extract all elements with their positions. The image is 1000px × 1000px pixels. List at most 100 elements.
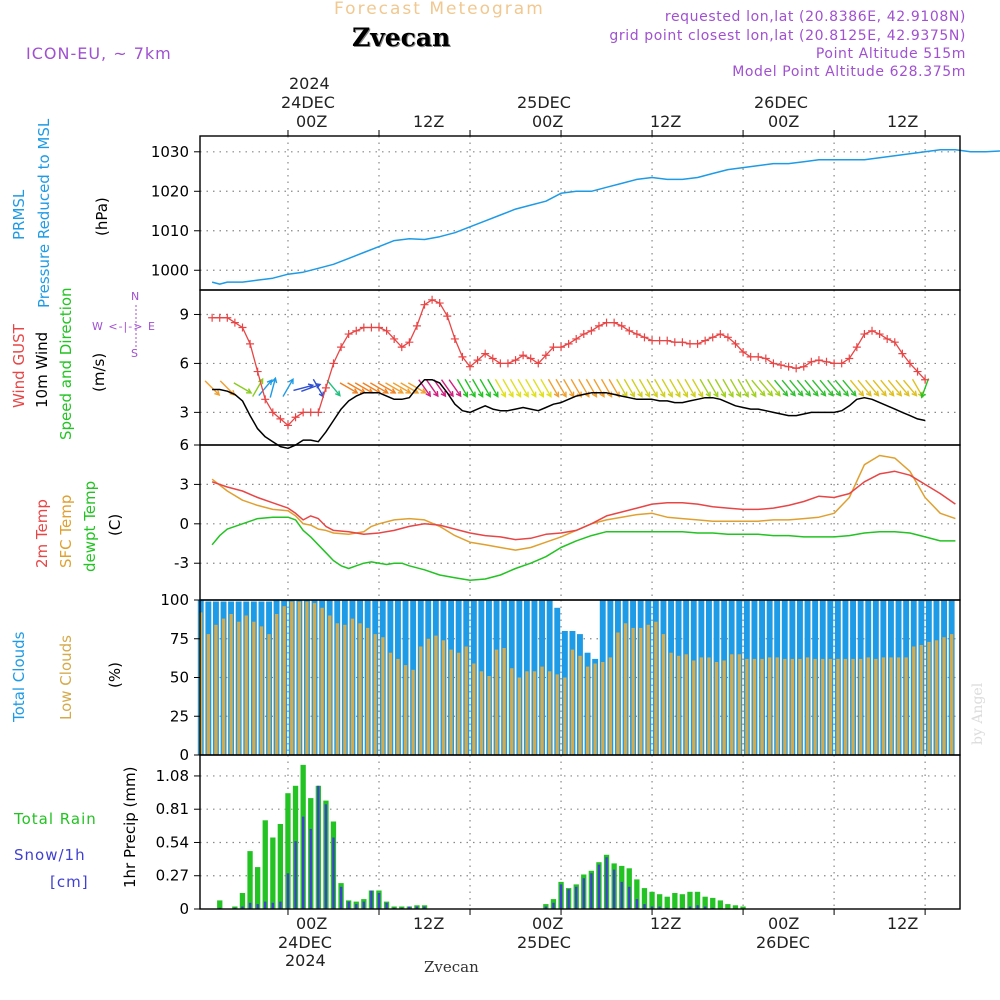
top-date-3: 26DEC: [754, 93, 808, 112]
wind-barb: [547, 378, 560, 397]
wind-barb: [737, 378, 749, 397]
wind-gust-marker: [913, 367, 922, 376]
y-tick-label: 0: [179, 515, 189, 533]
wind-barb: [887, 379, 902, 397]
wind-gust-marker: [519, 351, 528, 360]
wind-barb: [494, 378, 506, 397]
wind-barb-head: [440, 391, 447, 398]
y-tick-label: 3: [179, 475, 189, 493]
rain-bar: [725, 904, 731, 909]
low-clouds-bar: [843, 658, 848, 755]
wind-barb-head: [858, 390, 865, 397]
rain-bar: [679, 894, 685, 909]
wind-gust-marker: [230, 318, 239, 327]
low-clouds-bar: [320, 607, 324, 756]
snow-bar: [302, 816, 305, 909]
top-date-1: 24DEC: [281, 93, 335, 112]
low-clouds-bar: [889, 657, 893, 755]
wind-gust-marker: [359, 323, 368, 332]
snow-bar: [552, 902, 555, 909]
wind-barb: [781, 379, 796, 397]
low-clouds-bar: [290, 601, 294, 755]
wind-barb-head: [697, 391, 704, 398]
wind-barb-head: [455, 391, 462, 398]
low-clouds-bar: [373, 634, 377, 755]
wind-barb: [758, 379, 773, 397]
top-time-6: 12Z: [887, 112, 919, 131]
bottom-year: 2024: [285, 951, 326, 970]
y-tick-label: 1.08: [156, 767, 189, 785]
bottom-date-2: 25DEC: [517, 933, 571, 952]
wind-barb-head: [705, 391, 711, 398]
wind-gust-marker: [837, 359, 846, 368]
wind-barb-head: [873, 390, 880, 397]
wind-gust-marker: [253, 367, 262, 376]
low-clouds-bar: [639, 627, 643, 755]
y-tick-label: 0.54: [156, 833, 189, 851]
low-clouds-bar: [419, 646, 423, 755]
wind-gust-marker: [685, 339, 694, 348]
wind-barb-head: [515, 391, 522, 398]
wind-gust-marker: [435, 299, 444, 308]
low-clouds-bar: [783, 658, 787, 755]
low-clouds-bar: [449, 649, 453, 755]
low-clouds-bar: [813, 658, 817, 755]
low-clouds-bar: [950, 634, 954, 755]
low-clouds-bar: [836, 658, 840, 755]
low-clouds-bar: [714, 662, 719, 755]
label-total-rain: Total Rain: [14, 810, 97, 828]
y-tick-label: 0.27: [156, 867, 189, 885]
wind-barb-head: [352, 388, 359, 394]
wind-barb: [293, 384, 313, 392]
wind-barb: [433, 379, 446, 397]
wind-barb: [392, 382, 411, 394]
low-clouds-bar: [343, 624, 347, 755]
snow-bar: [377, 893, 381, 909]
wind-barb-head: [477, 391, 484, 398]
wind-barb: [502, 378, 514, 397]
wind-barb-head: [667, 391, 673, 398]
wind-barb-head: [420, 388, 427, 394]
snow-bar: [248, 902, 252, 909]
wind-barb: [819, 379, 834, 397]
snow-bar: [658, 906, 661, 909]
wind-barb-head: [828, 390, 834, 397]
wind-gust-marker: [557, 343, 566, 352]
wind-gust-marker: [830, 359, 839, 368]
wind-barb: [563, 378, 575, 397]
wind-barb: [745, 378, 757, 397]
snow-bar: [643, 904, 646, 909]
wind-gust-marker: [678, 338, 687, 347]
label-precip-unit: 1hr Precip (mm): [121, 766, 139, 888]
low-clouds-bar: [775, 657, 779, 755]
wind-gust-marker: [496, 359, 505, 368]
wind-gust-marker: [397, 343, 406, 352]
wind-barb-head: [553, 391, 560, 398]
rain-bar: [217, 900, 223, 909]
wind-gust-marker: [663, 336, 672, 345]
wind-gust-marker: [625, 326, 634, 335]
bottom-time-5: 00Z: [768, 914, 800, 933]
wind-barb-head: [214, 390, 221, 397]
top-time-3: 00Z: [532, 112, 564, 131]
snow-bar: [650, 906, 654, 909]
bottom-time-4: 12Z: [650, 914, 682, 933]
bottom-time-3: 00Z: [532, 914, 564, 933]
wind-gust-marker: [450, 334, 459, 343]
snow-bar: [362, 901, 365, 909]
low-clouds-bar: [828, 658, 832, 755]
wind-barb: [857, 379, 872, 397]
low-clouds-bar: [366, 627, 370, 755]
series-10m-wind-line: [212, 378, 926, 450]
wind-gust-marker: [564, 339, 573, 348]
wind-gust-marker: [905, 359, 914, 368]
low-clouds-bar: [548, 671, 552, 755]
wind-barb-head: [538, 391, 545, 398]
wind-barb: [282, 378, 294, 397]
snow-bar: [544, 906, 548, 909]
wind-gust-marker: [541, 351, 550, 360]
footer-station: Zvecan: [424, 958, 479, 976]
low-clouds-bar: [403, 665, 408, 755]
low-clouds-bar: [275, 614, 279, 755]
label-prmsl: PRMSL: [10, 189, 28, 240]
